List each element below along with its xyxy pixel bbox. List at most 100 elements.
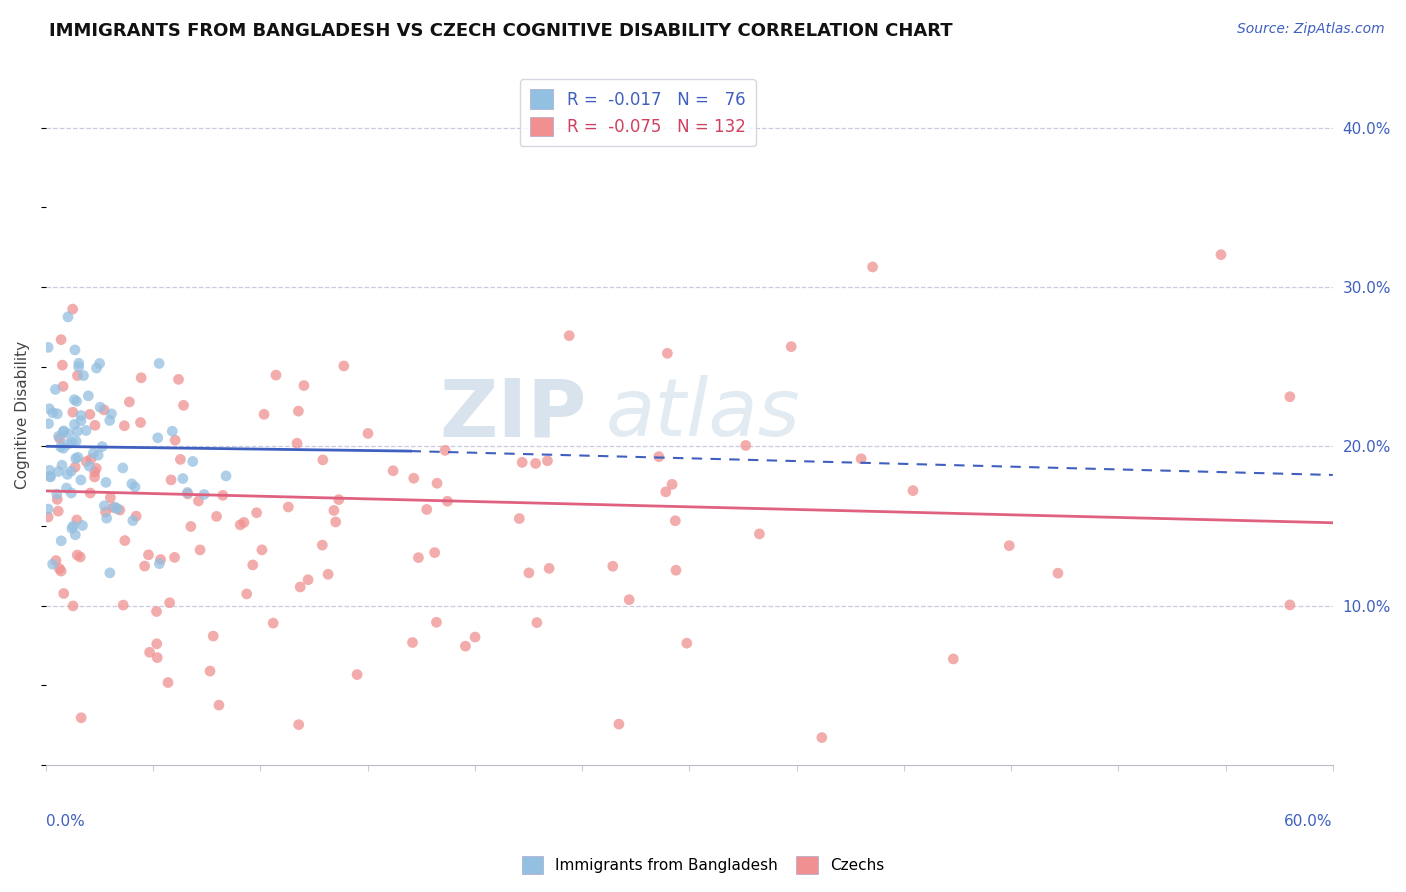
Point (780, 340, 803, 354)
Point (664, 514, 686, 528)
Point (49, 564, 72, 578)
Point (118, 395, 141, 409)
Point (146, 431, 169, 445)
Text: Source: ZipAtlas.com: Source: ZipAtlas.com (1237, 22, 1385, 37)
Point (138, 645, 160, 659)
Point (98, 413, 121, 427)
Point (181, 454, 204, 468)
Point (66, 450, 89, 465)
Point (508, 511, 530, 525)
Point (145, 637, 167, 651)
Point (124, 480, 146, 494)
Point (82, 446, 104, 460)
Point (38, 417, 60, 431)
Y-axis label: Cognitive Disability: Cognitive Disability (15, 341, 30, 489)
Point (56, 467, 79, 482)
Point (67, 356, 90, 370)
Point (93, 403, 115, 417)
Point (45, 487, 67, 501)
Point (122, 514, 145, 528)
Point (163, 550, 186, 565)
Point (52, 379, 75, 393)
Point (602, 559, 624, 574)
Point (193, 487, 215, 501)
Point (62, 519, 84, 533)
Point (134, 559, 156, 574)
Point (146, 650, 169, 665)
Point (172, 471, 194, 485)
Point (52, 586, 75, 600)
Point (464, 630, 486, 644)
Point (93, 499, 115, 513)
Point (416, 502, 439, 516)
Point (657, 346, 679, 360)
Point (942, 652, 965, 666)
Point (648, 450, 671, 464)
Point (250, 542, 273, 557)
Point (38, 469, 60, 483)
Point (1046, 566, 1069, 581)
Point (328, 492, 350, 507)
Point (114, 533, 136, 548)
Point (129, 371, 152, 385)
Point (56, 437, 79, 451)
Point (51, 358, 73, 372)
Point (37, 502, 59, 516)
Text: IMMIGRANTS FROM BANGLADESH VS CZECH COGNITIVE DISABILITY CORRELATION CHART: IMMIGRANTS FROM BANGLADESH VS CZECH COGN… (49, 22, 953, 40)
Point (538, 561, 561, 575)
Point (617, 592, 640, 607)
Point (98, 566, 121, 580)
Point (862, 260, 884, 274)
Point (423, 545, 446, 559)
Point (51, 458, 73, 473)
Point (264, 368, 287, 383)
Point (62, 405, 84, 419)
Point (748, 527, 770, 541)
Point (149, 552, 172, 566)
Point (346, 667, 368, 681)
Point (524, 457, 547, 471)
Point (311, 538, 333, 552)
Text: ZIP: ZIP (439, 376, 586, 453)
Point (56, 310, 79, 324)
Point (402, 471, 425, 485)
Point (655, 484, 678, 499)
Point (67, 359, 90, 374)
Point (96, 511, 118, 525)
Point (38, 401, 60, 416)
Text: 0.0%: 0.0% (46, 814, 84, 829)
Point (112, 418, 135, 433)
Point (215, 469, 238, 483)
Text: 60.0%: 60.0% (1284, 814, 1333, 829)
Point (52, 424, 75, 438)
Point (454, 639, 477, 653)
Point (112, 598, 135, 612)
Point (49, 333, 72, 347)
Point (75, 454, 97, 468)
Point (205, 509, 228, 524)
Point (125, 509, 148, 524)
Point (70, 409, 93, 423)
Point (277, 500, 299, 514)
Point (202, 629, 225, 643)
Point (232, 516, 254, 530)
Point (436, 494, 458, 508)
Point (46, 504, 69, 518)
Point (111, 461, 134, 475)
Point (434, 443, 457, 458)
Point (100, 491, 122, 505)
Point (86, 361, 108, 376)
Point (60, 486, 83, 500)
Point (1278, 598, 1301, 612)
Point (811, 731, 834, 745)
Point (536, 454, 558, 468)
Point (89, 357, 111, 371)
Point (75, 424, 97, 438)
Point (65, 394, 87, 409)
Point (160, 473, 183, 487)
Point (46, 492, 69, 507)
Point (80, 451, 103, 466)
Point (138, 548, 160, 562)
Point (173, 398, 195, 412)
Point (129, 416, 152, 430)
